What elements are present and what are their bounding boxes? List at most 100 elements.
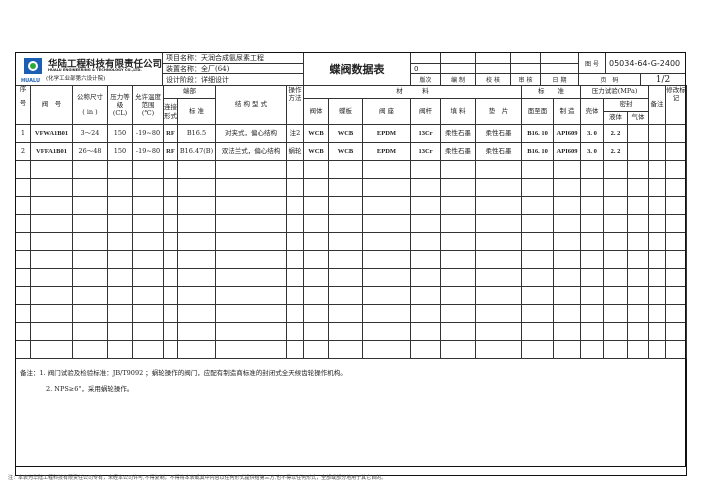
empty-cell bbox=[648, 304, 667, 323]
header-gas: 气体 bbox=[627, 111, 650, 125]
empty-cell bbox=[603, 304, 629, 323]
cell-body: WCB bbox=[303, 124, 329, 143]
empty-cell bbox=[15, 286, 31, 305]
empty-cell bbox=[177, 178, 216, 197]
empty-cell bbox=[215, 160, 287, 179]
cell-seq: 1 bbox=[15, 124, 31, 143]
empty-cell bbox=[163, 196, 178, 215]
empty-cell bbox=[410, 250, 441, 269]
empty-cell bbox=[474, 178, 523, 197]
empty-cell bbox=[30, 268, 73, 287]
header-shell: 壳体 bbox=[580, 98, 605, 125]
empty-cell bbox=[72, 214, 108, 233]
empty-cell bbox=[15, 304, 31, 323]
empty-cell bbox=[215, 178, 287, 197]
empty-cell bbox=[521, 322, 555, 341]
header-structure: 结 构 型 式 bbox=[215, 85, 287, 125]
drawing-number: 05034-64-G-2400 bbox=[605, 52, 686, 74]
empty-cell bbox=[30, 250, 73, 269]
cell-disc: WCB bbox=[328, 142, 363, 161]
empty-cell bbox=[177, 268, 216, 287]
header-temp-label: 允许温度范围 bbox=[135, 92, 161, 109]
empty-cell bbox=[303, 178, 329, 197]
empty-cell bbox=[286, 196, 304, 215]
empty-cell bbox=[163, 304, 178, 323]
company-name-en: HUALU ENGINEERING & TECHNOLOGY CO.,LTD. bbox=[48, 68, 142, 72]
empty-cell bbox=[440, 322, 476, 341]
empty-cell bbox=[286, 304, 304, 323]
empty-cell bbox=[521, 178, 555, 197]
empty-cell bbox=[521, 340, 555, 359]
table-row: 1 VFWA1B01 3～24 150 -19~80 RF B16.5 对夹式，偏心结构 注2 W… bbox=[15, 124, 688, 143]
header-temp: 允许温度范围 (℃) bbox=[132, 85, 164, 125]
empty-cell bbox=[303, 232, 329, 251]
empty-cell bbox=[521, 286, 555, 305]
empty-cell bbox=[553, 160, 582, 179]
empty-cell bbox=[603, 322, 629, 341]
empty-cell bbox=[303, 286, 329, 305]
cell-f2f: B16. 10 bbox=[521, 124, 555, 143]
empty-cell bbox=[648, 250, 667, 269]
empty-cell bbox=[328, 214, 363, 233]
empty-cell bbox=[107, 214, 133, 233]
empty-cell bbox=[627, 250, 650, 269]
empty-cell bbox=[665, 250, 688, 269]
empty-cell bbox=[107, 340, 133, 359]
empty-row bbox=[15, 340, 688, 359]
cell-stem: 13Cr bbox=[410, 124, 441, 143]
empty-cell bbox=[440, 340, 476, 359]
empty-cell bbox=[15, 322, 31, 341]
cell-shell: 3. 0 bbox=[580, 124, 605, 143]
company-logo-icon bbox=[24, 58, 42, 74]
empty-cell bbox=[15, 214, 31, 233]
empty-cell bbox=[627, 268, 650, 287]
empty-row bbox=[15, 286, 688, 305]
empty-cell bbox=[627, 196, 650, 215]
cell-body: WCB bbox=[303, 142, 329, 161]
empty-cell bbox=[132, 214, 164, 233]
header-test: 压力试验(MPa) bbox=[580, 85, 650, 99]
empty-cell bbox=[665, 232, 688, 251]
empty-cell bbox=[603, 196, 629, 215]
cell-stem: 13Cr bbox=[410, 142, 441, 161]
empty-cell bbox=[215, 232, 287, 251]
header-standard: 标 准 bbox=[521, 85, 582, 99]
empty-cell bbox=[328, 286, 363, 305]
notes-box: 备注：1. 阀门试验及检验标准：JB/T9092 ；蜗轮操作的阀门，应配有制造商… bbox=[14, 358, 688, 476]
empty-cell bbox=[474, 268, 523, 287]
empty-cell bbox=[553, 340, 582, 359]
empty-cell bbox=[627, 232, 650, 251]
footer-disclaimer: 注：本表为华陆工程科技有限责任公司专有，未经本公司许可,不得复制，不得将本表或其… bbox=[8, 475, 387, 481]
empty-row bbox=[15, 322, 688, 341]
empty-cell bbox=[665, 340, 688, 359]
company-logo-block: HUALU 华陆工程科技有限责任公司 HUALU ENGINEERING & T… bbox=[15, 52, 163, 86]
cell-valve-no: VFFA1B01 bbox=[30, 142, 73, 161]
cell-mod bbox=[665, 124, 688, 143]
empty-cell bbox=[107, 286, 133, 305]
cell-std: B16.5 bbox=[177, 124, 216, 143]
empty-cell bbox=[440, 196, 476, 215]
empty-cell bbox=[665, 286, 688, 305]
empty-cell bbox=[215, 268, 287, 287]
drawing-number-label: 图 号 bbox=[578, 52, 606, 74]
cell-disc: WCB bbox=[328, 124, 363, 143]
empty-cell bbox=[580, 214, 605, 233]
cell-shell: 3. 0 bbox=[580, 142, 605, 161]
empty-cell bbox=[72, 322, 108, 341]
empty-cell bbox=[72, 304, 108, 323]
header-seal: 密封 bbox=[603, 98, 650, 112]
empty-cell bbox=[177, 196, 216, 215]
empty-cell bbox=[72, 286, 108, 305]
empty-cell bbox=[627, 286, 650, 305]
cell-remark bbox=[648, 142, 667, 161]
empty-cell bbox=[580, 268, 605, 287]
empty-cell bbox=[603, 340, 629, 359]
empty-cell bbox=[665, 160, 688, 179]
empty-cell bbox=[648, 196, 667, 215]
empty-cell bbox=[580, 250, 605, 269]
empty-cell bbox=[410, 214, 441, 233]
header-f2f: 面至面 bbox=[521, 98, 555, 125]
empty-cell bbox=[163, 178, 178, 197]
empty-cell bbox=[474, 232, 523, 251]
empty-cell bbox=[521, 196, 555, 215]
